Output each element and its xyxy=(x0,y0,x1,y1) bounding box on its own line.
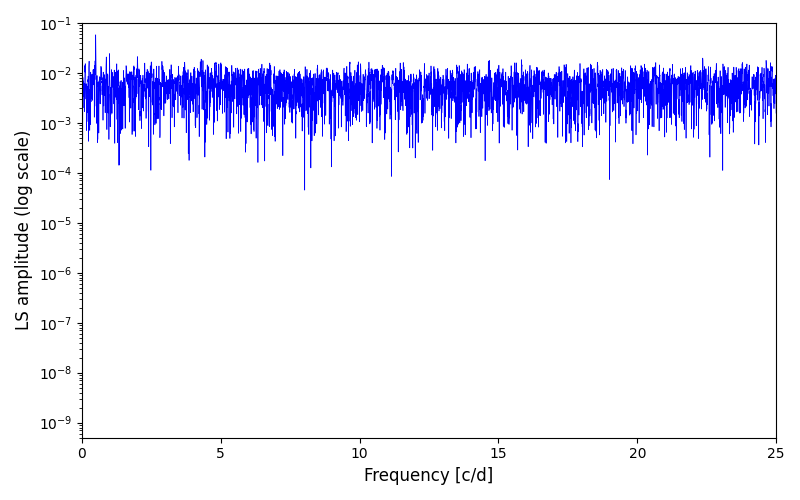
X-axis label: Frequency [c/d]: Frequency [c/d] xyxy=(364,467,494,485)
Y-axis label: LS amplitude (log scale): LS amplitude (log scale) xyxy=(15,130,33,330)
